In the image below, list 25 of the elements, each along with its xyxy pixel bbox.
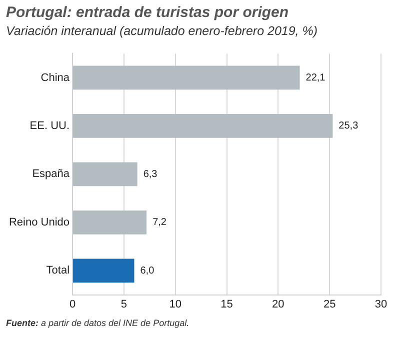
y-tick-label: Reino Unido: [8, 216, 70, 228]
data-label: 6,0: [140, 265, 155, 276]
x-tick-label: 15: [220, 298, 233, 310]
x-tick-label: 25: [323, 298, 336, 310]
bar: [73, 114, 333, 138]
chart-subtitle: Variación interanual (acumulado enero-febrero 2019, %): [6, 24, 318, 38]
bar: [73, 210, 147, 234]
data-label: 25,3: [338, 120, 359, 132]
x-tick-label: 5: [120, 298, 128, 310]
bar: [73, 162, 138, 186]
y-tick-label: Total: [46, 264, 70, 277]
data-label: 6,3: [143, 168, 158, 180]
bar: [73, 66, 300, 90]
x-tick-label: 30: [374, 298, 388, 310]
y-tick-label: España: [32, 168, 70, 180]
chart-title: Portugal: entrada de turistas por origen: [6, 4, 289, 21]
y-tick-label: China: [40, 72, 70, 84]
bar: [73, 258, 134, 283]
data-label: 7,2: [152, 217, 167, 228]
data-label: 22,1: [306, 72, 326, 84]
x-tick-label: 20: [272, 298, 284, 310]
y-tick-label: EE. UU.: [30, 120, 70, 132]
x-tick-label: 10: [169, 298, 182, 310]
x-tick-label: 0: [69, 298, 76, 310]
source-note: Fuente: a partir de datos del INE de Portugal.: [6, 318, 190, 328]
